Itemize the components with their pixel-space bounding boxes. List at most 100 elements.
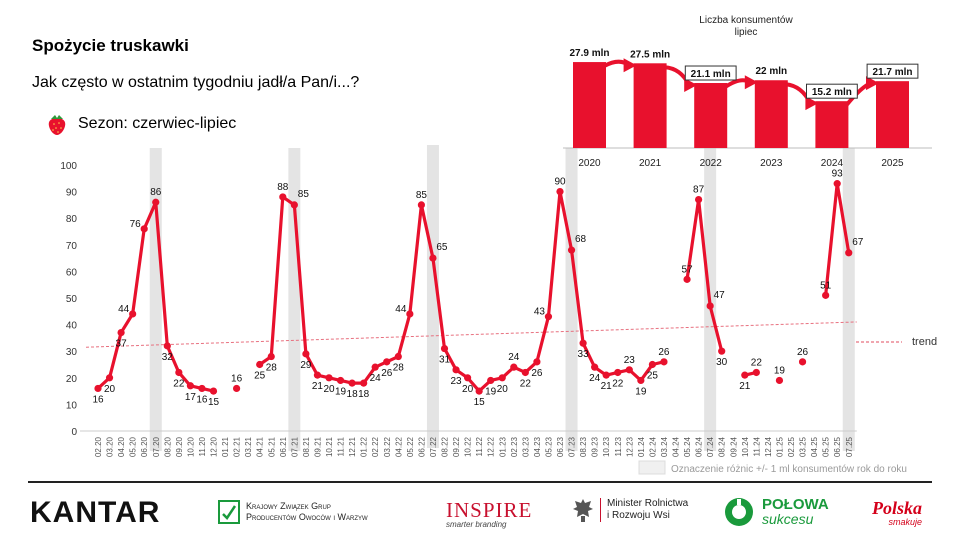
season-text: Sezon: czerwiec-lipiec [78, 115, 237, 132]
x-tick-label: 06.21 [279, 436, 288, 457]
x-tick-label: 07.24 [706, 436, 715, 457]
x-tick-label: 11.22 [475, 436, 484, 456]
inset-category-label: 2022 [700, 158, 723, 169]
x-tick-label: 01.22 [360, 436, 369, 457]
x-tick-label: 11.21 [337, 436, 346, 456]
x-tick-label: 03.21 [244, 436, 253, 457]
polska-text: Polska [872, 498, 923, 518]
y-tick-label: 30 [66, 347, 78, 358]
x-tick-label: 02.23 [510, 436, 519, 457]
x-tick-label: 04.25 [810, 436, 819, 457]
data-label: 26 [658, 347, 670, 358]
x-tick-label: 08.23 [579, 436, 588, 457]
data-label: 22 [751, 357, 763, 368]
data-point [360, 379, 368, 387]
x-tick-label: 11.24 [752, 436, 761, 456]
y-tick-label: 50 [66, 294, 78, 305]
data-label: 17 [185, 392, 197, 403]
data-label: 22 [173, 378, 185, 389]
data-label: 68 [575, 234, 587, 245]
data-label: 20 [497, 384, 509, 395]
data-point [94, 384, 102, 393]
polowa-text: POŁOWA [762, 496, 829, 513]
y-tick-label: 20 [66, 374, 78, 385]
x-tick-label: 09.23 [591, 436, 600, 457]
x-tick-label: 03.20 [106, 436, 115, 457]
inset-bar [633, 63, 667, 148]
inset-bar [754, 80, 788, 148]
data-point [290, 201, 298, 209]
data-point [510, 363, 518, 371]
inset-value-box [806, 83, 858, 99]
data-point [464, 374, 472, 382]
data-point [233, 384, 241, 393]
data-point [614, 368, 622, 377]
x-tick-label: 02.22 [371, 436, 380, 457]
data-point [209, 387, 218, 395]
data-point [198, 384, 206, 393]
x-tick-label: 02.24 [648, 436, 657, 457]
data-point [152, 198, 160, 206]
data-label: 26 [531, 368, 543, 379]
data-point [660, 358, 668, 366]
x-tick-label: 06.20 [140, 436, 149, 457]
inset-category-label: 2021 [639, 158, 662, 169]
data-point [775, 376, 784, 385]
inset-value-label: 27.9 mln [569, 48, 609, 59]
x-tick-label: 02.21 [233, 436, 242, 457]
inset-title: Liczba konsumentów [699, 15, 793, 26]
x-tick-label: 03.22 [383, 436, 392, 457]
minister-line-1: Minister Rolnictwa [607, 498, 689, 509]
x-tick-label: 06.24 [695, 436, 704, 457]
data-point [845, 249, 853, 257]
data-label: 85 [416, 190, 428, 201]
x-tick-label: 03.23 [521, 436, 530, 457]
x-tick-label: 12.23 [625, 436, 634, 457]
footer-divider [28, 481, 932, 483]
y-tick-label: 40 [66, 321, 78, 332]
smakuje-text: smakuje [888, 517, 923, 527]
x-tick-label: 05.24 [683, 436, 692, 457]
x-tick-label: 07.22 [429, 436, 438, 457]
data-label: 21 [601, 381, 613, 392]
data-label: 19 [485, 386, 497, 397]
data-point [695, 195, 703, 204]
data-label: 25 [254, 371, 266, 382]
data-point [440, 344, 449, 353]
data-label: 26 [381, 368, 393, 379]
kzg-logo: Krajowy Związek Grup Producentów Owoców … [218, 500, 368, 524]
data-point [452, 366, 460, 374]
kzg-line-2: Producentów Owoców i Warzyw [246, 512, 368, 522]
data-point [186, 382, 194, 390]
data-label: 16 [231, 373, 243, 384]
change-arrowhead [744, 75, 758, 90]
y-tick-label: 90 [66, 188, 78, 199]
data-point [371, 363, 379, 371]
data-label: 24 [508, 352, 520, 363]
x-tick-label: 05.20 [129, 436, 138, 457]
inset-value-box [866, 63, 919, 79]
inset-category-label: 2025 [881, 158, 904, 169]
kzg-icon [218, 500, 240, 524]
data-point [267, 352, 275, 361]
x-tick-label: 09.21 [313, 436, 322, 457]
band-legend-label: Oznaczenie różnic +/- 1 ml konsumentów r… [671, 464, 907, 475]
kzg-line-1: Krajowy Związek Grup [246, 501, 331, 511]
y-tick-label: 80 [66, 214, 78, 225]
data-label: 67 [852, 237, 864, 248]
x-tick-label: 09.24 [729, 436, 738, 457]
data-label: 32 [162, 352, 174, 363]
data-label: 37 [116, 339, 128, 350]
x-tick-label: 07.23 [568, 436, 577, 457]
x-tick-label: 12.24 [764, 436, 773, 457]
data-label: 21 [312, 381, 324, 392]
data-point [752, 368, 760, 377]
data-label: 30 [716, 357, 728, 368]
data-point [706, 302, 714, 310]
inset-bar [694, 83, 728, 148]
x-tick-label: 04.22 [394, 436, 403, 457]
x-tick-label: 06.23 [556, 436, 565, 457]
data-point [117, 328, 125, 337]
x-tick-label: 07.20 [152, 436, 161, 457]
